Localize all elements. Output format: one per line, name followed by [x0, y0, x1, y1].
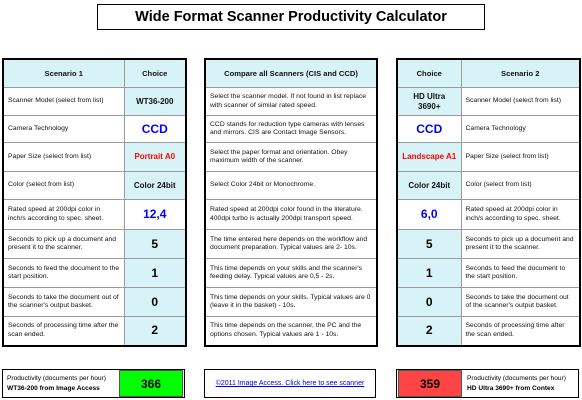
scenario1-color-select[interactable]: Color 24bit	[123, 171, 187, 200]
scenario1-choice-header: Choice	[123, 58, 187, 88]
compare-description: The time entered here depends on the wor…	[204, 229, 378, 259]
scenario2-table: Choice Scenario 2 HD Ultra 3690+ Scanner…	[396, 58, 581, 347]
scenario1-feed-input[interactable]: 1	[123, 258, 187, 288]
scenario2-label: Rated speed at 200dpi color in inch/s ac…	[460, 199, 581, 230]
scenario1-label: Rated speed at 200dpi color in inch/s ac…	[2, 199, 125, 230]
scenario1-label: Seconds of processing time after the sca…	[2, 316, 125, 346]
scenario1-processing-input[interactable]: 2	[123, 316, 187, 346]
scenario1-result-model: WT36-200 from Image Access	[7, 384, 100, 392]
scenario1-paper-select[interactable]: Portrait A0	[123, 142, 187, 172]
scenario2-label: Scanner Model (select from list)	[460, 87, 581, 116]
scenario2-result-label: Productivity (documents per hour)	[467, 374, 566, 382]
scenario2-takeout-input[interactable]: 0	[396, 287, 462, 317]
compare-description: This time depends on your skills and the…	[204, 258, 378, 288]
scenario2-header: Scenario 2	[460, 58, 581, 88]
scenario1-model-select[interactable]: WT36-200	[123, 87, 187, 116]
compare-link-panel: ©2011 Image Access. Click here to see sc…	[204, 369, 376, 398]
scenario1-label: Paper Size (select from list)	[2, 142, 125, 172]
scenario2-model-select[interactable]: HD Ultra 3690+	[396, 87, 462, 116]
scenario2-pickup-input[interactable]: 5	[396, 229, 462, 259]
scenario2-label: Camera Technology	[460, 115, 581, 143]
compare-description: Select the scanner model. If not found i…	[204, 87, 378, 116]
scenario1-label: Color (select from list)	[2, 171, 125, 200]
scenario2-result-panel: 359 Productivity (documents per hour) HD…	[396, 369, 579, 398]
scenario1-table: Scenario 1 Choice Scanner Model (select …	[2, 58, 187, 347]
scenario1-result-label: Productivity (documents per hour)	[7, 374, 106, 382]
scenario2-label: Color (select from list)	[460, 171, 581, 200]
scenario1-result-panel: Productivity (documents per hour) WT36-2…	[2, 369, 185, 398]
scenario2-label: Seconds of processing time after the sca…	[460, 316, 581, 346]
scenario2-label: Seconds to pick up a document and presen…	[460, 229, 581, 259]
scenario1-label: Camera Technology	[2, 115, 125, 143]
scenario2-feed-input[interactable]: 1	[396, 258, 462, 288]
compare-description: CCD stands for reduction type cameras wi…	[204, 115, 378, 143]
scenario2-result-model: HD Ultra 3690+ from Contex	[467, 384, 555, 392]
scenario1-label: Scanner Model (select from list)	[2, 87, 125, 116]
scenario2-color-select[interactable]: Color 24bit	[396, 171, 462, 200]
compare-description: Select Color 24bit or Monochrome.	[204, 171, 378, 200]
scenario2-camera-value: CCD	[396, 115, 462, 143]
compare-description: This time depends on the scanner, the PC…	[204, 316, 378, 346]
compare-table: Compare all Scanners (CIS and CCD) Selec…	[204, 58, 378, 347]
scenario1-pickup-input[interactable]: 5	[123, 229, 187, 259]
scenario2-paper-select[interactable]: Landscape A1	[396, 142, 462, 172]
compare-header: Compare all Scanners (CIS and CCD)	[204, 58, 378, 88]
scenario1-header: Scenario 1	[2, 58, 125, 88]
scenario2-label: Seconds to take the document out of the …	[460, 287, 581, 317]
scenario2-choice-header: Choice	[396, 58, 462, 88]
scenario2-processing-input[interactable]: 2	[396, 316, 462, 346]
scenario1-label: Seconds to take the document out of the …	[2, 287, 125, 317]
scenario1-productivity-value: 366	[119, 370, 183, 397]
scenario2-productivity-value: 359	[398, 370, 462, 397]
compare-description: Rated speed at 200dpi color found in the…	[204, 199, 378, 230]
scenario1-speed-value: 12,4	[123, 199, 187, 230]
compare-description: This time depends on your skills. Typica…	[204, 287, 378, 317]
scenario1-takeout-input[interactable]: 0	[123, 287, 187, 317]
compare-description: Select the paper format and orientation.…	[204, 142, 378, 172]
scenario1-label: Seconds to feed the document to the star…	[2, 258, 125, 288]
page-title: Wide Format Scanner Productivity Calcula…	[97, 4, 485, 30]
scenario2-label: Seconds to feed the document to the star…	[460, 258, 581, 288]
scenario1-camera-value: CCD	[123, 115, 187, 143]
scenario2-label: Paper Size (select from list)	[460, 142, 581, 172]
scanner-link[interactable]: ©2011 Image Access. Click here to see sc…	[215, 380, 365, 387]
scenario1-label: Seconds to pick up a document and presen…	[2, 229, 125, 259]
scenario2-speed-value: 6,0	[396, 199, 462, 230]
